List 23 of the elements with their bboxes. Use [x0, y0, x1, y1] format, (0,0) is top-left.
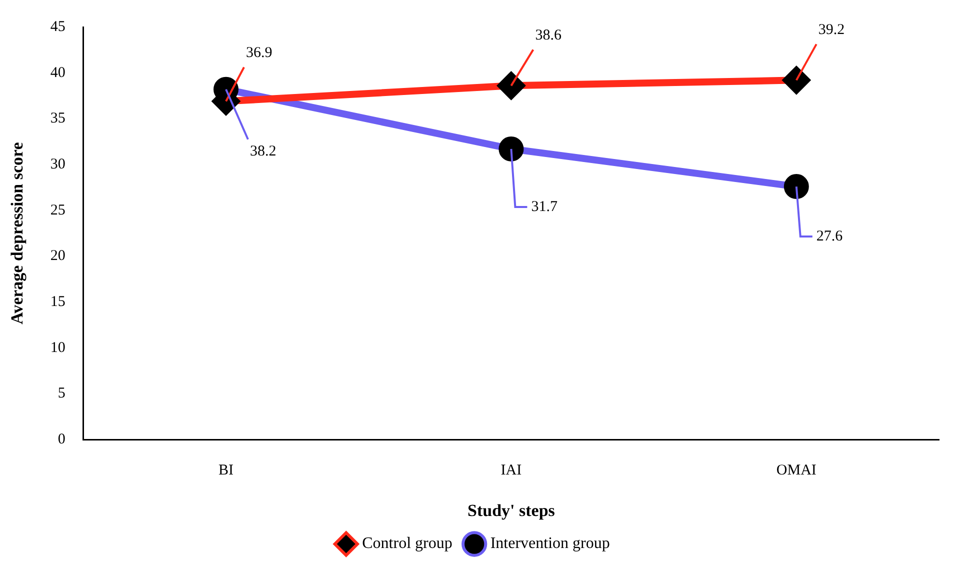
legend-label: Control group — [362, 535, 452, 552]
y-tick-label: 30 — [50, 156, 66, 172]
data-label: 38.2 — [250, 143, 276, 160]
y-tick-label: 45 — [50, 18, 66, 35]
x-axis-title: Study' steps — [468, 501, 556, 520]
data-label: 27.6 — [816, 228, 844, 244]
y-tick-label: 10 — [50, 340, 66, 356]
y-tick-label: 5 — [58, 386, 66, 402]
x-tick-label: IAI — [500, 462, 522, 479]
y-tick-label: 15 — [50, 294, 66, 310]
data-label: 38.6 — [535, 28, 562, 44]
data-label: 31.7 — [531, 198, 558, 215]
y-tick-label: 40 — [50, 64, 66, 81]
y-axis-title: Average depression score — [8, 142, 27, 324]
x-tick-label: OMAI — [776, 462, 816, 479]
y-tick-label: 25 — [50, 202, 66, 218]
data-label: 39.2 — [818, 22, 845, 38]
y-tick-label: 0 — [58, 432, 66, 448]
data-label: 36.9 — [246, 45, 272, 62]
legend-label: Intervention group — [490, 535, 610, 552]
x-tick-label: BI — [218, 462, 234, 479]
y-tick-label: 35 — [50, 110, 66, 127]
y-tick-label: 20 — [50, 248, 66, 264]
